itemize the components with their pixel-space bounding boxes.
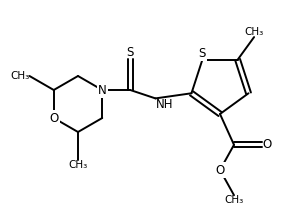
Text: S: S bbox=[199, 47, 206, 60]
Text: O: O bbox=[49, 112, 58, 124]
Text: N: N bbox=[98, 84, 107, 96]
Text: CH₃: CH₃ bbox=[245, 27, 264, 37]
Text: CH₃: CH₃ bbox=[225, 195, 244, 205]
Text: NH: NH bbox=[155, 98, 173, 111]
Text: O: O bbox=[215, 163, 225, 177]
Text: S: S bbox=[127, 46, 134, 59]
Text: CH₃: CH₃ bbox=[68, 160, 88, 170]
Text: CH₃: CH₃ bbox=[10, 71, 29, 81]
Text: O: O bbox=[262, 138, 271, 151]
